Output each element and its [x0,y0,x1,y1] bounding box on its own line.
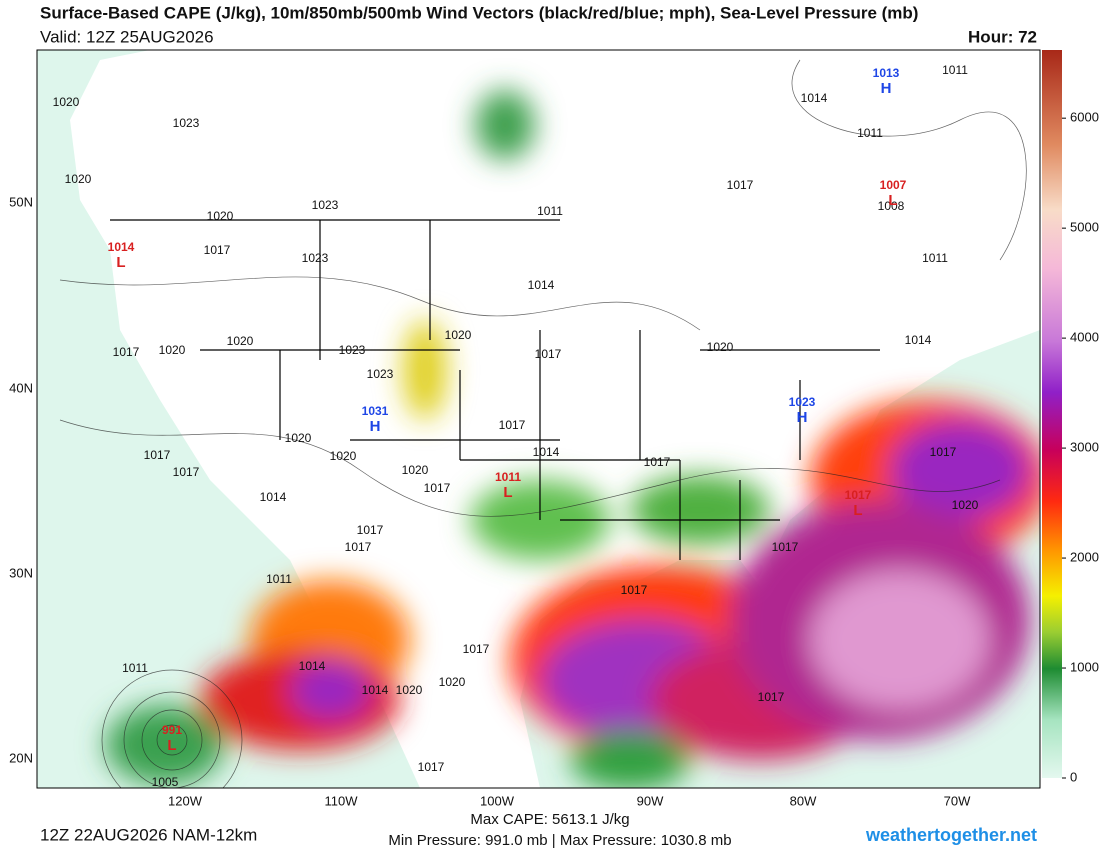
colorbar-label: 4000 [1070,330,1099,345]
isobar-label: 1014 [528,278,555,292]
isobar-label: 1014 [801,91,828,105]
isobar-label: 1005 [152,775,179,789]
isobar-label: 1017 [644,455,671,469]
lon-label: 120W [168,793,203,808]
lon-label: 90W [637,793,664,808]
isobar-label: 1020 [330,449,357,463]
isobar-label: 1014 [905,333,932,347]
center-value: 991 [162,723,182,737]
colorbar-label: 6000 [1070,110,1099,125]
isobar-label: 1023 [302,251,329,265]
center-value: 1014 [108,240,135,254]
isobar-label: 1020 [396,683,423,697]
isobar-label: 1020 [207,209,234,223]
isobar-label: 1020 [285,431,312,445]
forecast-hour: Hour: 72 [968,27,1037,46]
center-symbol: H [881,80,892,97]
colorbar-label: 3000 [1070,440,1099,455]
colorbar-label: 5000 [1070,220,1099,235]
center-value: 1023 [789,395,816,409]
isobar-label: 1017 [535,347,562,361]
isobar-label: 1020 [952,498,979,512]
center-symbol: L [853,502,862,519]
lat-label: 20N [9,750,33,765]
isobar-label: 1017 [204,243,231,257]
title: Surface-Based CAPE (J/kg), 10m/850mb/500… [40,3,918,22]
max-cape: Max CAPE: 5613.1 J/kg [470,811,629,828]
isobar-label: 1017 [173,465,200,479]
isobar-label: 1017 [357,523,384,537]
isobar-label: 1017 [424,481,451,495]
center-symbol: L [116,254,125,271]
isobar-label: 1014 [260,490,287,504]
isobar-label: 1017 [418,760,445,774]
lon-label: 110W [325,793,359,808]
center-value: 1031 [362,404,389,418]
isobar-label: 1023 [312,198,339,212]
colorbar-label: 0 [1070,769,1077,784]
isobar-label: 1017 [499,418,526,432]
lon-label: 80W [790,793,817,808]
model-run: 12Z 22AUG2026 NAM-12km [40,825,257,844]
isobar-label: 1020 [159,343,186,357]
isobar-label: 1008 [878,199,905,213]
isobar-label: 1014 [362,683,389,697]
isobar-label: 1017 [463,642,490,656]
isobar-label: 1023 [367,367,394,381]
isobar-label: 1017 [758,690,785,704]
isobar-label: 1020 [707,340,734,354]
isobar-label: 1011 [857,126,883,140]
center-value: 1007 [880,178,907,192]
isobar-label: 1020 [402,463,429,477]
isobar-label: 1011 [922,251,948,265]
isobar-label: 1017 [727,178,754,192]
valid-time: Valid: 12Z 25AUG2026 [40,27,214,46]
isobar-label: 1020 [65,172,92,186]
isobar-label: 1020 [53,95,80,109]
center-value: 1017 [845,488,872,502]
site-credit: weathertogether.net [865,825,1037,845]
isobar-label: 1020 [227,334,254,348]
lon-label: 70W [944,793,971,808]
isobar-label: 1017 [772,540,799,554]
map-background [37,50,1040,788]
center-value: 1013 [873,66,900,80]
isobar-label: 1020 [445,328,472,342]
lat-label: 40N [9,380,33,395]
map-frame [36,49,1041,789]
center-symbol: H [797,409,808,426]
center-value: 1011 [495,470,521,484]
lon-label: 100W [480,793,515,808]
center-symbol: L [503,484,512,501]
isobar-label: 1011 [266,572,292,586]
isobars [59,59,1027,788]
lat-label: 50N [9,194,33,209]
isobar-label: 1020 [439,675,466,689]
colorbar-label: 2000 [1070,549,1099,564]
center-symbol: L [167,737,176,754]
isobar-label: 1017 [144,448,171,462]
isobar-label: 1014 [299,659,326,673]
isobar-label: 1017 [621,583,648,597]
state-borders [110,219,880,560]
pressure-range: Min Pressure: 991.0 mb | Max Pressure: 1… [388,832,731,849]
center-symbol: L [888,192,897,209]
isobar-label: 1014 [533,445,560,459]
isobar-label: 1011 [942,63,968,77]
isobar-label: 1011 [122,661,148,675]
isobar-label: 1017 [345,540,372,554]
isobar-label: 1011 [537,204,563,218]
isobar-label: 1017 [113,345,140,359]
center-symbol: H [370,418,381,435]
colorbar [1042,50,1062,778]
isobar-label: 1017 [930,445,957,459]
isobar-label: 1023 [339,343,366,357]
isobar-label: 1023 [173,116,200,130]
lat-label: 30N [9,565,33,580]
colorbar-label: 1000 [1070,659,1099,674]
